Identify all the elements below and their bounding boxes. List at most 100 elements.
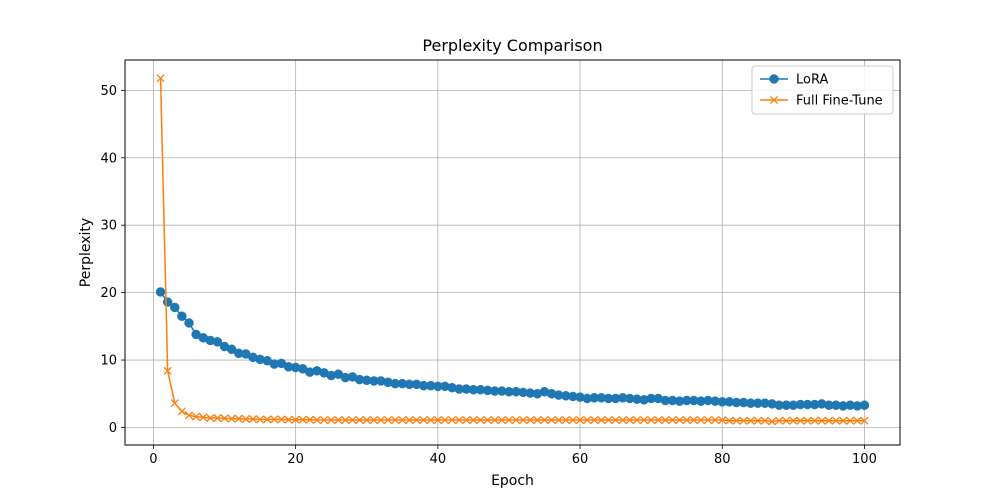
legend-box: [751, 65, 894, 115]
data-point: [455, 415, 464, 425]
data-point: [782, 416, 791, 425]
data-point: [177, 311, 187, 321]
y-tick-label: 40: [100, 151, 117, 166]
data-point: [497, 415, 506, 425]
data-point: [448, 415, 457, 425]
data-point: [227, 414, 236, 423]
data-point: [846, 416, 855, 425]
legend: LoRA Full Fine-Tune: [751, 65, 894, 115]
x-tick-label: 100: [852, 452, 877, 467]
data-point: [575, 415, 585, 425]
data-point: [462, 415, 471, 425]
legend-marker: [769, 95, 779, 105]
data-point: [810, 416, 819, 425]
data-point: [831, 416, 841, 425]
data-point: [590, 415, 599, 425]
data-point: [256, 415, 265, 424]
data-point: [433, 415, 442, 425]
data-point: [192, 412, 201, 421]
data-point: [504, 415, 514, 425]
data-point: [696, 415, 705, 425]
data-point: [739, 416, 748, 425]
data-point: [226, 344, 237, 355]
data-point: [746, 416, 755, 425]
data-point: [611, 415, 620, 425]
data-point: [839, 416, 848, 425]
data-point: [320, 415, 329, 425]
series-line: [159, 78, 865, 423]
data-point: [277, 415, 286, 424]
data-point: [824, 416, 833, 425]
data-point: [853, 416, 862, 425]
data-point: [540, 415, 549, 425]
data-point: [170, 399, 179, 408]
y-tick-label: 50: [100, 84, 117, 99]
data-point: [682, 415, 691, 425]
series-full-fine-tune: [156, 74, 869, 426]
plot-series: [155, 74, 870, 426]
data-point: [334, 415, 343, 425]
data-point: [327, 415, 336, 425]
data-point: [511, 415, 521, 425]
data-point: [817, 416, 826, 425]
data-point: [199, 413, 208, 422]
data-point: [341, 415, 350, 425]
legend-marker: [769, 74, 779, 84]
data-point: [384, 415, 393, 425]
data-point: [426, 415, 435, 425]
data-point: [703, 415, 713, 425]
data-point: [604, 415, 613, 425]
data-point: [533, 415, 542, 425]
data-point: [355, 415, 364, 425]
data-point: [184, 318, 194, 328]
data-point: [483, 415, 492, 425]
data-point: [519, 415, 528, 425]
data-point: [554, 415, 563, 425]
data-point: [526, 415, 535, 425]
data-point: [177, 407, 186, 416]
data-point: [775, 416, 784, 425]
data-point: [583, 415, 592, 425]
legend-entry: LoRA: [760, 73, 828, 88]
data-point: [212, 337, 223, 347]
data-point: [789, 416, 798, 425]
data-point: [796, 416, 805, 425]
data-point: [263, 415, 272, 424]
data-point: [725, 416, 734, 425]
data-point: [170, 302, 180, 313]
chart-title: Perplexity Comparison: [422, 36, 602, 55]
x-tick-label: 40: [430, 452, 447, 467]
x-tick-label: 80: [714, 452, 731, 467]
data-point: [305, 415, 314, 424]
data-point: [440, 415, 450, 425]
data-point: [718, 415, 727, 425]
data-point: [647, 415, 656, 425]
data-point: [405, 415, 414, 425]
data-point: [376, 415, 386, 425]
data-point: [234, 414, 243, 423]
data-point: [284, 415, 293, 424]
x-axis-label: Epoch: [491, 473, 534, 489]
data-point: [625, 415, 634, 425]
legend-entry: Full Fine-Tune: [760, 94, 883, 109]
data-point: [732, 416, 741, 425]
data-point: [760, 416, 769, 425]
data-point: [241, 414, 250, 424]
data-point: [661, 415, 670, 425]
data-point: [312, 415, 322, 425]
data-point: [369, 415, 378, 425]
data-point: [248, 414, 258, 424]
data-point: [561, 415, 570, 425]
data-point: [753, 416, 762, 425]
data-point: [291, 415, 300, 424]
data-point: [639, 415, 649, 425]
y-tick-label: 20: [100, 286, 117, 301]
data-point: [668, 415, 677, 425]
data-point: [654, 415, 663, 425]
data-point: [298, 415, 307, 424]
data-point: [675, 415, 684, 425]
data-point: [490, 415, 499, 425]
data-point: [476, 415, 485, 425]
